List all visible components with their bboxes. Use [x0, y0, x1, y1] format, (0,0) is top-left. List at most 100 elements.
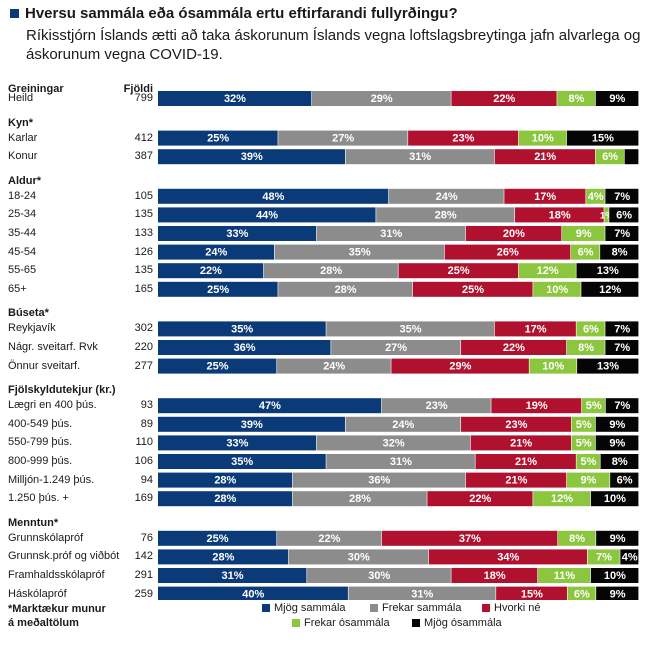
bar-segment [288, 549, 429, 565]
data-label: 22% [469, 493, 491, 505]
bar-segment [278, 281, 413, 297]
bar-segment [412, 281, 533, 297]
bar-segment [504, 188, 586, 204]
data-label: 24% [392, 419, 414, 431]
data-label: 12% [537, 265, 559, 277]
data-label: 28% [320, 265, 342, 277]
bar-segment [326, 454, 475, 469]
row-label: Konur [8, 150, 38, 163]
data-label: 35% [231, 323, 253, 335]
data-label: 23% [426, 400, 448, 412]
row-count: 799 [134, 92, 153, 104]
group-title: Búseta* [8, 307, 49, 320]
data-label: 30% [348, 551, 370, 563]
bar-segment [391, 358, 529, 374]
bar-segment [381, 530, 558, 546]
bar-segment [376, 207, 515, 223]
data-label: 28% [212, 551, 234, 563]
legend-item: Mjög sammála [262, 602, 346, 614]
row-label: Nágr. sveitarf. Rvk [8, 341, 98, 353]
bar-segment [158, 491, 293, 507]
bar-segment [278, 130, 408, 146]
data-label: 31% [390, 456, 412, 468]
data-label: 22% [503, 342, 525, 354]
bar-segment [158, 188, 389, 204]
bar-segment [491, 398, 582, 414]
bar-segment [581, 281, 639, 297]
bar-segment [567, 586, 596, 600]
data-label: 39% [241, 419, 263, 431]
row-label: Heild [8, 92, 34, 104]
bar-segment [292, 472, 466, 488]
row-count: 105 [134, 189, 153, 202]
data-label: 7% [614, 400, 630, 412]
bar-segment [605, 321, 639, 337]
chart-title: Hversu sammála eða ósammála ertu eftirfa… [25, 5, 458, 22]
data-label: 35% [349, 247, 371, 259]
bar-segment [566, 472, 610, 488]
data-label: 25% [462, 284, 484, 296]
data-label: 9% [609, 419, 625, 431]
bar-segment [515, 207, 604, 223]
data-label: 8% [578, 342, 594, 354]
group-title: Menntun* [8, 516, 59, 529]
bar-segment [158, 472, 293, 488]
bar-segment [158, 586, 348, 600]
row-label: 800-999 þús. [8, 455, 73, 467]
bar-segment [475, 454, 576, 469]
legend-item: Frekar ósammála [292, 617, 390, 629]
bar-segment [496, 586, 567, 600]
data-label: 30% [368, 570, 390, 582]
bar-segment [292, 491, 427, 507]
data-label: 17% [534, 191, 556, 203]
bar-segment [595, 91, 639, 106]
data-label: 5% [576, 437, 592, 449]
bar-segment [461, 416, 572, 432]
bar-segment [277, 530, 382, 546]
data-label: 39% [241, 151, 263, 163]
bar-segment [345, 149, 495, 165]
column-header-n: Fjöldi [123, 83, 153, 95]
row-count: 165 [134, 282, 153, 295]
row-count: 106 [134, 455, 153, 467]
group-title: Kyn* [8, 116, 34, 129]
data-label: 21% [505, 475, 527, 487]
data-label: 7% [614, 342, 630, 354]
data-label: 25% [448, 265, 470, 277]
legend-label: Mjög sammála [274, 602, 346, 614]
data-label: 28% [214, 475, 236, 487]
title-row: Hversu sammála eða ósammála ertu eftirfa… [10, 5, 458, 22]
data-label: 9% [609, 93, 625, 105]
bar-segment [494, 149, 596, 165]
legend-swatch-icon [292, 619, 300, 627]
footnote-line-2: á meðaltölum [8, 617, 79, 629]
bar-segment [576, 263, 639, 279]
row-label: 550-799 þús. [8, 436, 73, 449]
data-label: 12% [599, 284, 621, 296]
bar-segment [577, 358, 639, 374]
bar-segment [274, 244, 445, 260]
bar-segment [533, 281, 581, 297]
data-label: 25% [207, 361, 229, 373]
bar-segment [307, 568, 451, 583]
data-label: 6% [617, 475, 633, 487]
bar-segment [158, 568, 307, 583]
data-label: 7% [596, 551, 612, 563]
bar-segment [562, 226, 605, 241]
data-label: 10% [604, 493, 626, 505]
group-title: Aldur* [8, 174, 41, 187]
data-label: 22% [318, 533, 340, 545]
bar-segment [158, 340, 331, 355]
data-label: 35% [400, 323, 422, 335]
data-label: 18% [549, 209, 571, 221]
row-count: 259 [134, 587, 153, 600]
data-label: 22% [200, 265, 222, 277]
footnote: *Marktækur munur á meðaltölum [8, 602, 106, 630]
legend-label: Mjög ósammála [424, 617, 502, 629]
row-label: 25-34 [8, 208, 37, 221]
bar-segment [158, 207, 376, 223]
legend-label: Hvorki né [494, 602, 541, 614]
data-label: 19% [526, 400, 548, 412]
data-label: 5% [576, 419, 592, 431]
data-label: 9% [610, 589, 626, 600]
